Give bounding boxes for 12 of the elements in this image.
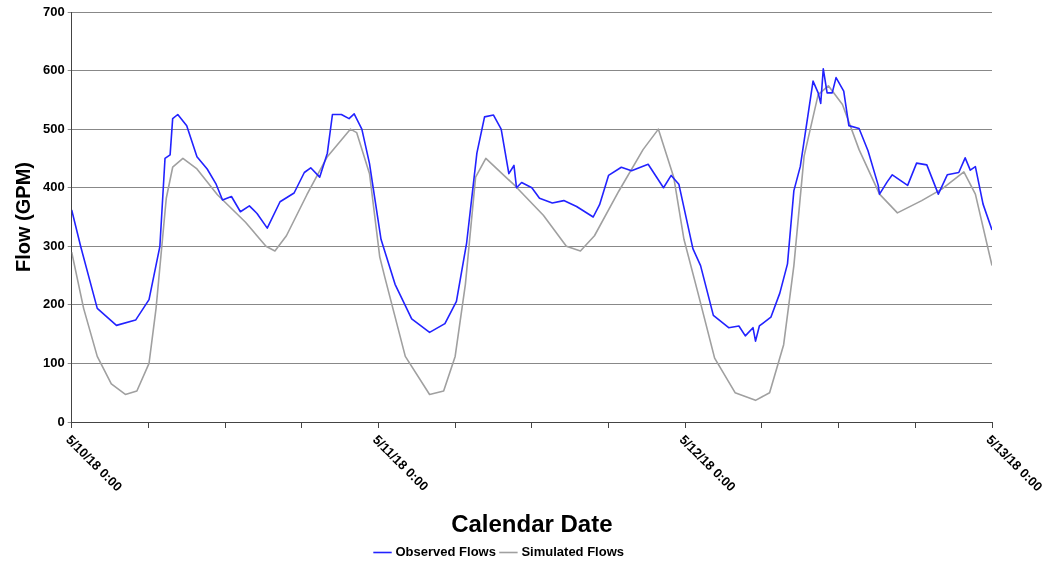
x-axis-title: Calendar Date	[451, 510, 613, 538]
y-tick-label: 600	[42, 62, 65, 78]
y-tick-label: 400	[42, 179, 65, 195]
y-tick-label: 100	[42, 355, 65, 371]
y-tick-label: 0	[57, 413, 65, 429]
y-tick-label: 300	[42, 237, 65, 253]
y-tick-label: 200	[42, 296, 65, 312]
legend-label: Simulated Flows	[521, 544, 624, 560]
y-axis-title: Flow (GPM)	[11, 162, 34, 272]
y-tick-label: 700	[42, 3, 65, 19]
y-tick-label: 500	[42, 120, 65, 136]
legend-label: Observed Flows	[395, 544, 496, 560]
